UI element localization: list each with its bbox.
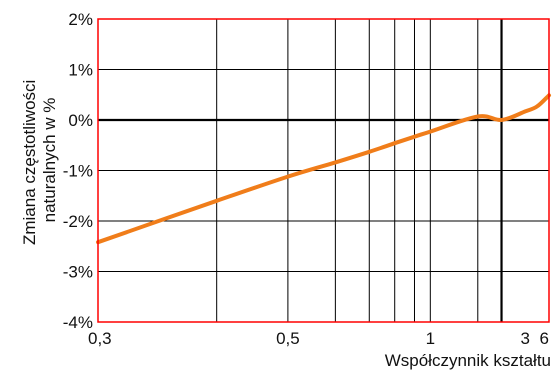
frame-layer xyxy=(97,18,550,323)
y-tick-label: 0% xyxy=(68,111,93,130)
x-tick-label: 3 xyxy=(521,329,530,348)
y-tick-label: -3% xyxy=(63,263,93,282)
series-layer xyxy=(96,93,551,245)
reference-layer xyxy=(98,19,549,322)
y-tick-labels: 2% 1% 0% -1% -2% -3% -4% xyxy=(63,10,93,332)
axis-labels: Współczynnik kształtu Zmiana częstotliwo… xyxy=(20,75,551,370)
y-tick-label: -2% xyxy=(63,212,93,231)
series-line xyxy=(96,93,551,245)
plot-frame xyxy=(97,18,550,323)
y-tick-label: -1% xyxy=(63,162,93,181)
x-tick-label: 1 xyxy=(426,329,435,348)
y-tick-label: 2% xyxy=(68,10,93,29)
y-axis-label-line-1: Zmiana częstotliwości xyxy=(20,80,39,245)
y-tick-label: 1% xyxy=(68,61,93,80)
x-axis-label: Współczynnik kształtu xyxy=(385,351,551,370)
y-axis-label: Zmiana częstotliwości naturalnych w % xyxy=(20,75,59,245)
x-tick-labels: 0,3 0,5 1 3 6 xyxy=(88,329,549,348)
x-tick-label: 6 xyxy=(540,329,549,348)
x-tick-label: 0,3 xyxy=(88,329,112,348)
x-tick-label: 0,5 xyxy=(276,329,300,348)
y-tick-label: -4% xyxy=(63,313,93,332)
y-axis-label-line-2: naturalnych w % xyxy=(40,98,59,223)
grid-layer xyxy=(98,19,549,322)
